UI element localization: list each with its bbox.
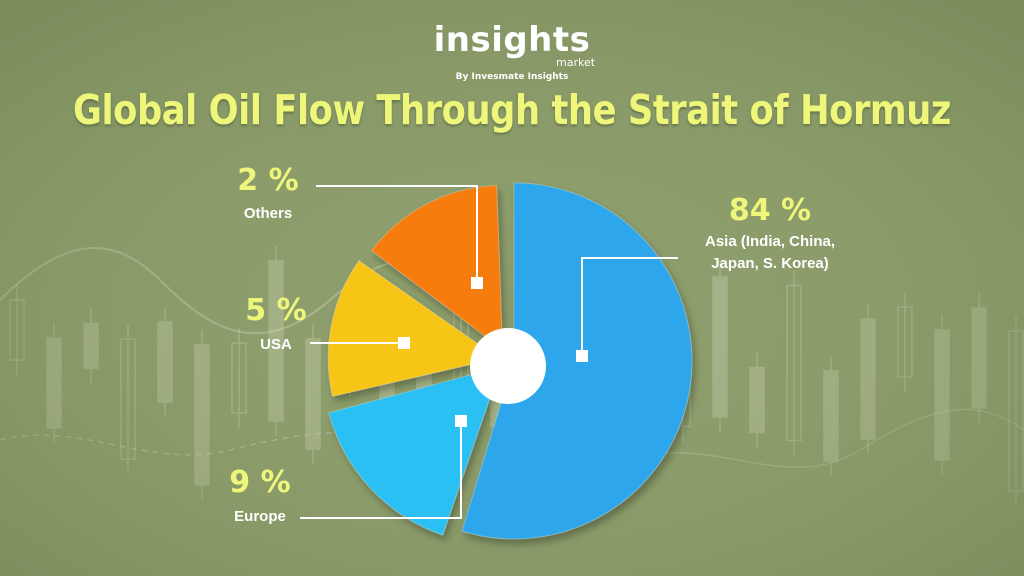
slice-category-label: Asia (India, China,: [705, 233, 835, 250]
pie-slice-usa: [327, 259, 500, 397]
pie-slice-others: [370, 184, 503, 351]
logo-sub: market: [556, 56, 596, 69]
page-title: Global Oil Flow Through the Strait of Ho…: [72, 86, 952, 134]
slice-value-label: 2 %: [237, 163, 298, 198]
pie-slice-europe: [328, 366, 502, 536]
slice-category-label: Japan, S. Korea): [711, 255, 829, 272]
leader-line: [300, 421, 462, 519]
slice-value-label: 9 %: [229, 465, 290, 500]
slice-value-label: 84 %: [729, 193, 811, 228]
leader-line: [316, 185, 478, 283]
leader-marker: [455, 415, 467, 427]
leader-line: [581, 257, 678, 356]
logo: insights market By Invesmate Insights: [0, 20, 1024, 82]
slice-category-label: USA: [260, 336, 292, 353]
slice-value-label: 5 %: [245, 293, 306, 328]
slice-category-label: Others: [244, 205, 292, 222]
pie-center-hole: [470, 328, 546, 404]
leader-marker: [576, 350, 588, 362]
logo-tagline: By Invesmate Insights: [455, 72, 569, 82]
leader-marker: [398, 337, 410, 349]
leader-marker: [471, 277, 483, 289]
logo-wordmark: insights: [433, 20, 591, 60]
slice-category-label: Europe: [234, 508, 286, 525]
